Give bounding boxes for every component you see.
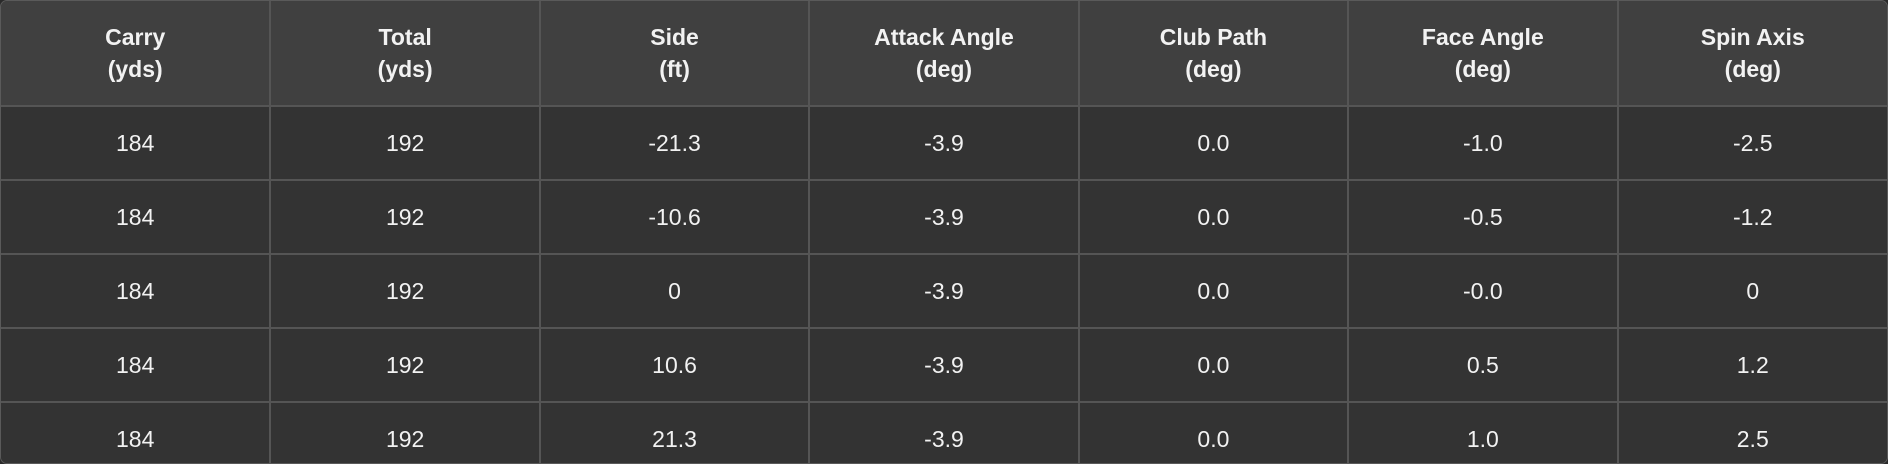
- column-header: Carry (yds): [1, 1, 272, 107]
- table-cell: 0.0: [1077, 179, 1350, 255]
- table-row: 184 192 0 -3.9 0.0 -0.0 0: [1, 253, 1887, 329]
- table-cell: 184: [1, 179, 272, 255]
- table-row: 184 192 -21.3 -3.9 0.0 -1.0 -2.5: [1, 105, 1887, 181]
- table-row: 184 192 -10.6 -3.9 0.0 -0.5 -1.2: [1, 179, 1887, 255]
- table-cell: -2.5: [1616, 105, 1887, 181]
- table-cell: -3.9: [808, 105, 1080, 181]
- table-cell: 0.0: [1077, 401, 1350, 463]
- column-header: Spin Axis (deg): [1616, 1, 1887, 107]
- table-cell: 0.0: [1077, 105, 1350, 181]
- table-cell: -3.9: [808, 179, 1080, 255]
- column-unit: (yds): [377, 56, 433, 82]
- table-cell: 0: [1616, 253, 1887, 329]
- table-cell: -3.9: [808, 401, 1080, 463]
- table-cell: -1.0: [1347, 105, 1619, 181]
- table-cell: 0.0: [1077, 327, 1350, 403]
- column-name: Face Angle: [1421, 24, 1544, 50]
- table-cell: 192: [269, 401, 541, 463]
- table-cell: 184: [1, 327, 272, 403]
- table-cell: 1.2: [1616, 327, 1887, 403]
- column-name: Side: [650, 24, 699, 50]
- table-cell: 1.0: [1347, 401, 1619, 463]
- column-unit: (deg): [1724, 56, 1781, 82]
- table-cell: -21.3: [538, 105, 811, 181]
- column-header: Attack Angle (deg): [808, 1, 1080, 107]
- column-unit: (ft): [659, 56, 690, 82]
- table-cell: 0: [538, 253, 811, 329]
- table-cell: 184: [1, 401, 272, 463]
- table-cell: 10.6: [538, 327, 811, 403]
- table-cell: -1.2: [1616, 179, 1887, 255]
- column-name: Attack Angle: [874, 24, 1014, 50]
- header-row: Carry (yds) Total (yds) Side (ft) Attack Angle…: [1, 1, 1887, 107]
- column-name: Total: [378, 24, 432, 50]
- table-cell: -10.6: [538, 179, 811, 255]
- table-cell: -3.9: [808, 253, 1080, 329]
- table-cell: 192: [269, 253, 541, 329]
- column-name: Club Path: [1159, 24, 1268, 50]
- table-cell: 192: [269, 327, 541, 403]
- table-row: 184 192 10.6 -3.9 0.0 0.5 1.2: [1, 327, 1887, 403]
- table-cell: 184: [1, 253, 272, 329]
- table-cell: -3.9: [808, 327, 1080, 403]
- column-unit: (deg): [1185, 56, 1242, 82]
- table-cell: 0.5: [1347, 327, 1619, 403]
- column-header: Total (yds): [269, 1, 541, 107]
- table-cell: 192: [269, 105, 541, 181]
- table-body: 184 192 -21.3 -3.9 0.0 -1.0 -2.5 184 192 -10.6 -3.…: [1, 105, 1887, 463]
- column-unit: (yds): [107, 56, 163, 82]
- column-name: Spin Axis: [1700, 24, 1805, 50]
- column-header: Side (ft): [538, 1, 811, 107]
- table-cell: 192: [269, 179, 541, 255]
- column-unit: (deg): [915, 56, 973, 82]
- table-cell: 184: [1, 105, 272, 181]
- column-name: Carry: [105, 24, 166, 50]
- table-row: 184 192 21.3 -3.9 0.0 1.0 2.5: [1, 401, 1887, 463]
- column-header: Club Path (deg): [1077, 1, 1350, 107]
- table-cell: 21.3: [538, 401, 811, 463]
- table-cell: -0.5: [1347, 179, 1619, 255]
- table-cell: 2.5: [1616, 401, 1887, 463]
- table-cell: 0.0: [1077, 253, 1350, 329]
- column-unit: (deg): [1454, 56, 1511, 82]
- table-cell: -0.0: [1347, 253, 1619, 329]
- column-header: Face Angle (deg): [1347, 1, 1619, 107]
